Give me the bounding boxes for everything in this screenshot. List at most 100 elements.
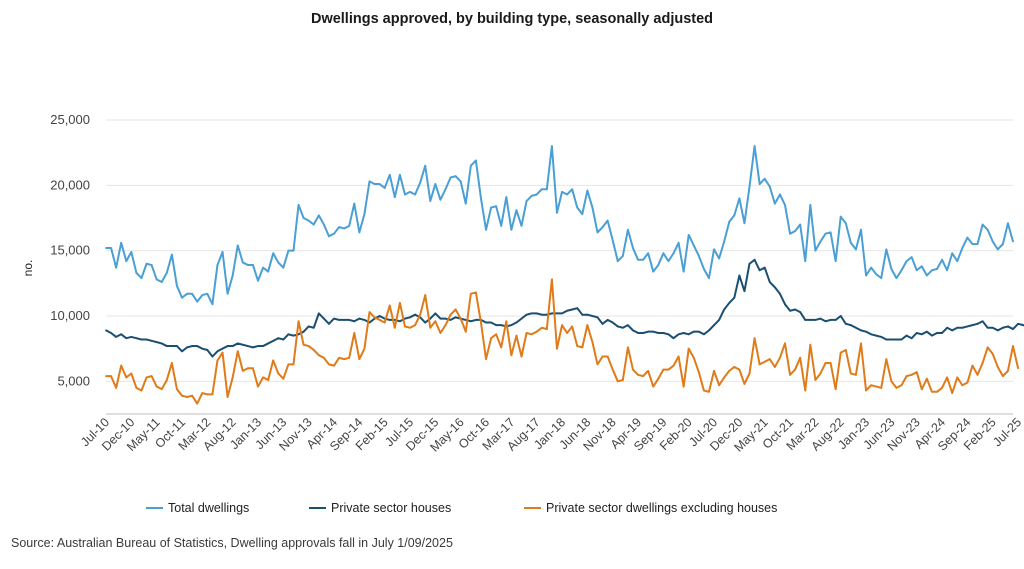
data-point (834, 260, 837, 263)
data-point (307, 345, 310, 347)
data-point (176, 345, 178, 347)
data-point (363, 319, 366, 321)
data-point (606, 355, 609, 358)
data-point (282, 266, 285, 269)
series-layer (105, 145, 1024, 405)
data-point (378, 319, 381, 321)
data-point (540, 326, 543, 329)
data-point (439, 198, 442, 201)
data-point (637, 332, 639, 334)
data-point (581, 213, 584, 215)
data-point (333, 232, 335, 235)
data-point (672, 337, 675, 340)
data-point (363, 213, 366, 215)
data-point (581, 313, 584, 316)
y-tick-label: 5,000 (57, 373, 90, 388)
data-point (779, 193, 781, 196)
data-point (535, 193, 538, 196)
data-point (135, 271, 138, 274)
data-point (561, 324, 563, 327)
data-point (779, 356, 781, 359)
data-point (931, 269, 933, 272)
data-point (986, 228, 989, 231)
data-point (713, 324, 715, 327)
data-point (474, 319, 477, 321)
data-point (257, 279, 259, 282)
y-tick-label: 25,000 (50, 112, 90, 127)
data-point (439, 332, 442, 334)
data-point (576, 345, 579, 347)
data-point (677, 355, 680, 358)
data-point (829, 231, 832, 234)
data-point (885, 358, 888, 361)
data-point (794, 368, 797, 371)
data-point (814, 379, 817, 381)
data-point (966, 236, 969, 239)
data-point (246, 367, 249, 370)
data-point (936, 332, 938, 334)
data-point (920, 265, 923, 268)
data-point (1001, 243, 1004, 246)
data-point (556, 211, 558, 214)
data-point (449, 319, 452, 321)
data-point (333, 317, 335, 320)
data-point (297, 204, 300, 206)
data-point (206, 292, 209, 295)
data-point (738, 274, 741, 277)
data-point (409, 316, 411, 319)
data-point (140, 338, 143, 341)
data-point (196, 402, 199, 405)
data-point (145, 338, 148, 341)
data-point (145, 376, 148, 379)
data-point (231, 345, 234, 347)
data-point (404, 325, 406, 328)
data-point (616, 260, 619, 263)
data-point (252, 367, 254, 370)
data-point (120, 333, 123, 336)
data-point (358, 231, 361, 234)
data-point (819, 372, 822, 375)
data-point (201, 392, 204, 394)
data-point (870, 384, 873, 387)
data-point (510, 324, 513, 327)
data-point (1001, 326, 1004, 329)
data-point (221, 347, 224, 350)
data-point (226, 396, 229, 398)
data-point (338, 226, 340, 229)
data-point (809, 319, 812, 321)
data-point (784, 303, 786, 306)
data-point (556, 312, 558, 315)
data-point (348, 319, 351, 321)
data-point (378, 315, 381, 317)
data-point (728, 221, 731, 223)
data-point (160, 342, 163, 345)
data-point (996, 366, 999, 368)
data-point (429, 200, 432, 202)
data-point (890, 268, 893, 270)
data-point (606, 319, 609, 321)
data-point (236, 244, 239, 247)
data-point (348, 356, 351, 359)
data-point (317, 312, 320, 315)
data-point (860, 228, 862, 231)
data-point (241, 261, 244, 264)
data-point (794, 308, 797, 311)
data-point (677, 333, 680, 336)
data-point (1001, 375, 1004, 378)
data-point (464, 319, 467, 321)
data-point (150, 339, 153, 342)
data-point (586, 189, 589, 192)
data-point (322, 356, 325, 359)
data-point (941, 258, 943, 261)
data-point (520, 224, 523, 227)
data-point (956, 376, 959, 379)
data-point (748, 262, 751, 265)
data-point (733, 366, 736, 368)
data-point (981, 320, 984, 323)
data-point (966, 325, 969, 328)
data-point (667, 260, 670, 263)
data-point (292, 249, 295, 252)
data-point (196, 345, 199, 347)
data-point (282, 377, 285, 380)
data-point (322, 317, 325, 320)
